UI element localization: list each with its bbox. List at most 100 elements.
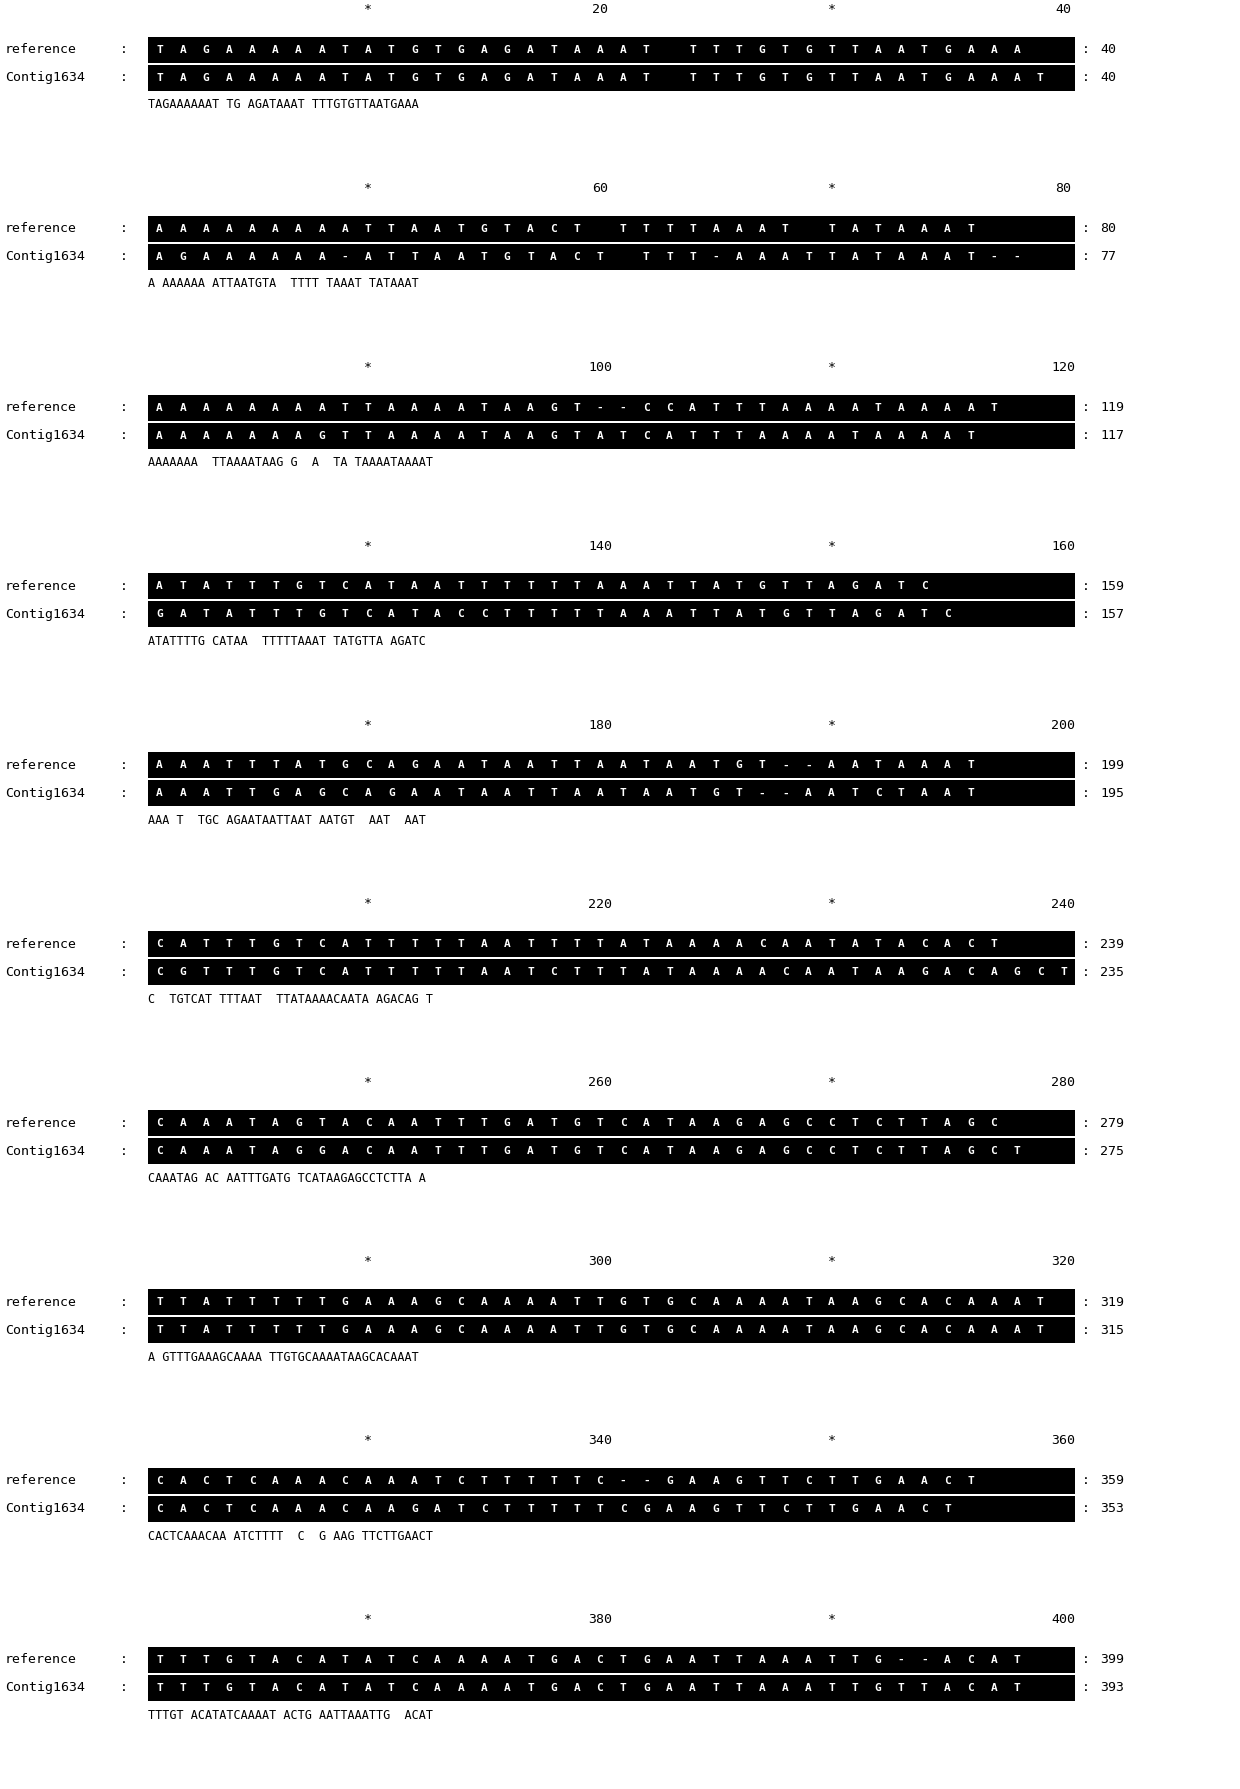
Text: T: T	[596, 1118, 604, 1129]
Text: A: A	[921, 252, 928, 261]
Text: A: A	[412, 789, 418, 798]
Text: A: A	[295, 1505, 303, 1513]
Text: A: A	[249, 224, 255, 234]
Text: C: C	[944, 610, 951, 619]
Text: A: A	[642, 1147, 650, 1156]
Text: T: T	[434, 939, 441, 950]
Text: T: T	[481, 581, 487, 592]
Text: A: A	[944, 224, 951, 234]
Text: C: C	[156, 1476, 162, 1487]
Text: A: A	[805, 1655, 812, 1666]
Text: T: T	[805, 581, 812, 592]
Text: A: A	[434, 610, 441, 619]
Text: T: T	[226, 789, 232, 798]
Text: A: A	[319, 1655, 325, 1666]
Text: T: T	[388, 1655, 394, 1666]
Text: T: T	[666, 224, 673, 234]
Text: A: A	[551, 1297, 557, 1308]
Text: T: T	[759, 1476, 765, 1487]
Text: C: C	[156, 939, 162, 950]
Text: G: G	[735, 1476, 743, 1487]
Text: T: T	[272, 1297, 279, 1308]
Text: C: C	[620, 1505, 626, 1513]
Text: A: A	[782, 431, 789, 440]
Text: A: A	[852, 939, 858, 950]
Text: G: G	[180, 968, 186, 977]
Text: G: G	[226, 1683, 232, 1692]
Text: reference: reference	[5, 1474, 77, 1487]
Bar	[148, 1317, 1075, 1344]
Text: :: :	[1083, 250, 1090, 263]
Text: A: A	[272, 252, 279, 261]
Text: Contig1634: Contig1634	[5, 1503, 86, 1515]
Text: T: T	[388, 968, 394, 977]
Text: A: A	[852, 610, 858, 619]
Text: *: *	[827, 182, 836, 195]
Text: 100: 100	[588, 361, 611, 374]
Text: T: T	[527, 939, 533, 950]
Text: T: T	[852, 789, 858, 798]
Text: -: -	[759, 789, 765, 798]
Text: G: G	[1013, 968, 1021, 977]
Text: A: A	[341, 1118, 348, 1129]
Text: A: A	[573, 45, 580, 55]
Text: T: T	[713, 1655, 719, 1666]
Text: T: T	[434, 1118, 441, 1129]
Text: A: A	[481, 789, 487, 798]
Text: T: T	[852, 1147, 858, 1156]
Text: Contig1634: Contig1634	[5, 608, 86, 621]
Text: T: T	[852, 1683, 858, 1692]
Text: C: C	[596, 1683, 604, 1692]
Text: A: A	[319, 45, 325, 55]
Text: A: A	[713, 939, 719, 950]
Text: A: A	[782, 1655, 789, 1666]
Text: G: G	[341, 1297, 348, 1308]
Text: C: C	[458, 1297, 464, 1308]
Text: A: A	[805, 939, 812, 950]
Text: A: A	[156, 224, 162, 234]
Text: *: *	[827, 361, 836, 374]
Text: A: A	[365, 1476, 372, 1487]
Text: A: A	[689, 939, 696, 950]
Text: C: C	[295, 1655, 303, 1666]
Text: T: T	[458, 1118, 464, 1129]
Text: A: A	[991, 1297, 997, 1308]
Text: A: A	[434, 789, 441, 798]
Text: T: T	[573, 760, 580, 771]
Text: C: C	[967, 968, 975, 977]
Text: A: A	[944, 939, 951, 950]
Text: C: C	[156, 1118, 162, 1129]
Text: G: G	[272, 789, 279, 798]
Text: A: A	[180, 73, 186, 82]
Text: A: A	[180, 403, 186, 413]
Text: T: T	[272, 1326, 279, 1335]
Text: A: A	[202, 789, 210, 798]
Text: T: T	[1013, 1655, 1021, 1666]
Text: A: A	[272, 73, 279, 82]
Text: A: A	[852, 760, 858, 771]
Bar	[148, 601, 1075, 628]
Text: A: A	[874, 45, 882, 55]
Text: CACTCAAACAA ATCTTTT  C  G AAG TTCTTGAACT: CACTCAAACAA ATCTTTT C G AAG TTCTTGAACT	[148, 1530, 433, 1542]
Text: C: C	[551, 968, 557, 977]
Text: T: T	[226, 1505, 232, 1513]
Text: A: A	[180, 1476, 186, 1487]
Text: T: T	[249, 939, 255, 950]
Text: C: C	[319, 968, 325, 977]
Text: A: A	[272, 1683, 279, 1692]
Text: A: A	[156, 581, 162, 592]
Text: A: A	[689, 1505, 696, 1513]
Text: T: T	[551, 1505, 557, 1513]
Text: T: T	[759, 1505, 765, 1513]
Text: C: C	[874, 1147, 882, 1156]
Text: T: T	[596, 1505, 604, 1513]
Text: T: T	[898, 1147, 904, 1156]
Text: C: C	[573, 252, 580, 261]
Text: A: A	[898, 252, 904, 261]
Text: T: T	[735, 1683, 743, 1692]
Text: reference: reference	[5, 43, 77, 55]
Text: T: T	[458, 1505, 464, 1513]
Text: A: A	[180, 789, 186, 798]
Text: 77: 77	[1100, 250, 1116, 263]
Text: T: T	[481, 431, 487, 440]
